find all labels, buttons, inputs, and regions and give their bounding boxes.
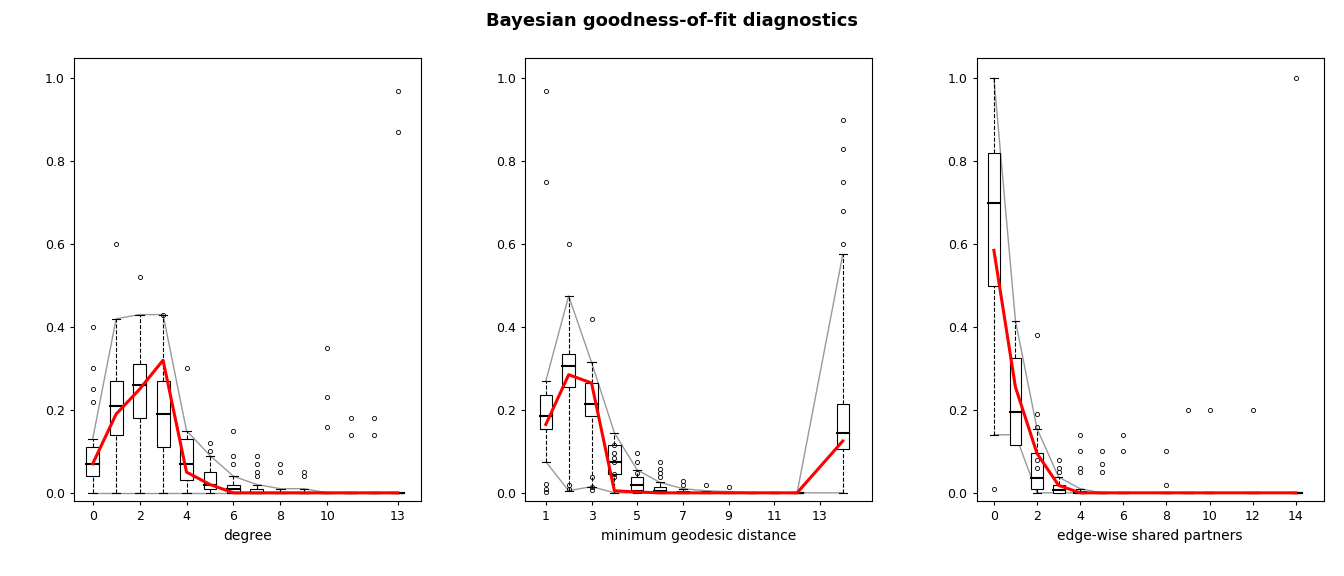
Bar <box>86 447 99 476</box>
Bar <box>110 381 122 435</box>
Bar <box>836 404 849 449</box>
Text: Bayesian goodness-of-fit diagnostics: Bayesian goodness-of-fit diagnostics <box>487 12 857 29</box>
Bar <box>203 472 216 488</box>
X-axis label: degree: degree <box>223 529 271 543</box>
Bar <box>227 484 239 493</box>
X-axis label: minimum geodesic distance: minimum geodesic distance <box>601 529 797 543</box>
Bar <box>250 488 263 493</box>
Bar <box>630 477 644 490</box>
Bar <box>988 153 1000 286</box>
Bar <box>539 395 552 429</box>
Bar <box>585 383 598 416</box>
Bar <box>562 354 575 387</box>
Bar <box>1031 453 1043 488</box>
Bar <box>1052 486 1064 493</box>
Bar <box>1009 358 1021 445</box>
Bar <box>1074 491 1086 493</box>
X-axis label: edge-wise shared partners: edge-wise shared partners <box>1058 529 1243 543</box>
Bar <box>676 491 689 493</box>
Bar <box>607 445 621 474</box>
Bar <box>699 491 712 493</box>
Bar <box>133 365 146 418</box>
Bar <box>157 381 169 447</box>
Bar <box>180 439 194 480</box>
Bar <box>653 487 667 493</box>
